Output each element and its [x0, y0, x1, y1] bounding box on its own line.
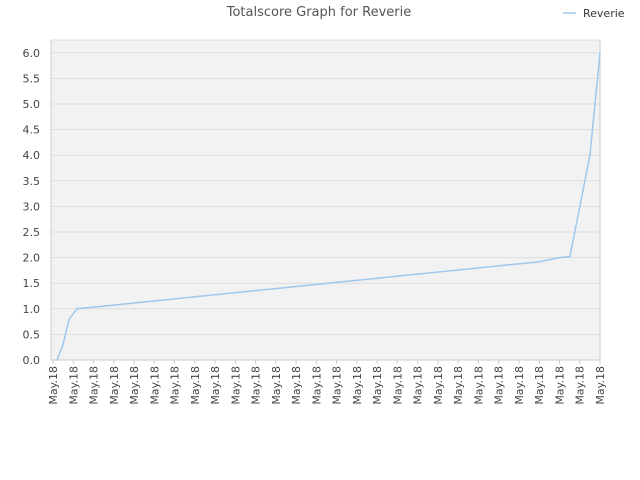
data-point	[136, 301, 139, 304]
x-tick-label: May.18	[412, 366, 425, 405]
x-tick-label: May.18	[108, 366, 121, 405]
x-tick-label: May.18	[351, 366, 364, 405]
x-tick-label: May.18	[452, 366, 465, 405]
data-point	[599, 52, 601, 54]
x-tick-label: May.18	[513, 366, 526, 405]
x-tick-label: May.18	[148, 366, 161, 405]
x-tick-label: May.18	[47, 366, 60, 405]
grid-band-light	[51, 78, 600, 104]
data-point	[156, 299, 159, 302]
data-point	[176, 297, 179, 300]
plot-area: 0.0 0.5 1.0 1.5 2.0 2.5 3.0 3.5 4.0 4.5 5.0 5.5 6.0 M…	[23, 39, 607, 405]
grid-band	[51, 155, 600, 181]
x-tick-label: May.18	[128, 366, 141, 405]
grid-band	[51, 52, 600, 79]
x-tick-label: May.18	[88, 366, 101, 405]
grid-band	[51, 257, 600, 284]
data-point	[217, 293, 219, 296]
grid-band	[51, 206, 600, 232]
x-tick-label: May.18	[553, 366, 566, 405]
data-point	[297, 285, 300, 288]
x-tick-label: May.18	[472, 366, 485, 405]
grid-band-light	[51, 283, 600, 309]
grid-band-light	[51, 232, 600, 258]
grid-band-light	[51, 180, 600, 207]
y-tick-label: 2.0	[23, 252, 41, 265]
legend-label: Reverie	[583, 7, 625, 20]
data-point	[438, 271, 440, 273]
data-point	[377, 277, 380, 279]
y-tick-label: 5.5	[23, 72, 41, 85]
data-point	[569, 255, 571, 258]
data-point	[398, 275, 400, 277]
x-tick-label: May.18	[290, 366, 303, 405]
data-point	[62, 343, 64, 346]
x-tick-label: May.18	[533, 366, 546, 405]
data-point	[96, 305, 99, 308]
series-line-reverie	[56, 52, 601, 361]
x-tick-label: May.18	[574, 366, 587, 405]
y-tick-label: 0.0	[23, 354, 41, 367]
legend: Reverie	[563, 7, 625, 20]
x-tick-label: May.18	[391, 366, 404, 405]
y-tick-label: 3.5	[23, 175, 41, 188]
y-tick-label: 1.5	[23, 277, 41, 290]
data-point	[498, 264, 501, 267]
data-point	[257, 289, 259, 292]
y-tick-label: 0.5	[23, 328, 41, 341]
y-tick-label: 3.0	[23, 200, 41, 213]
x-tick-label: May.18	[270, 366, 283, 405]
grid-band	[51, 104, 600, 130]
data-point	[68, 318, 70, 320]
data-point	[86, 306, 88, 309]
data-point	[337, 281, 340, 283]
grid-band-light	[51, 334, 600, 360]
data-point	[548, 258, 551, 261]
x-tick-label: May.18	[67, 366, 80, 405]
data-point	[418, 273, 420, 275]
x-tick-label: May.18	[169, 366, 182, 405]
data-point	[76, 308, 78, 310]
y-tick-label: 1.0	[23, 303, 41, 316]
y-tick-label: 4.5	[23, 124, 41, 137]
data-point	[196, 295, 199, 298]
data-point	[478, 267, 481, 269]
x-tick-label: May.18	[229, 366, 242, 405]
x-tick-label: May.18	[594, 366, 607, 405]
grid-band	[51, 308, 600, 335]
x-tick-label: May.18	[310, 366, 323, 405]
x-tick-label: May.18	[331, 366, 344, 405]
grid-band-light	[51, 40, 600, 53]
data-point	[357, 279, 360, 281]
x-tick-label: May.18	[493, 366, 506, 405]
chart-title: Totalscore Graph for Reverie	[226, 5, 412, 20]
y-tick-label: 6.0	[23, 47, 41, 60]
grid-band-light	[51, 129, 600, 156]
x-tick-label: May.18	[371, 366, 384, 405]
data-point	[518, 262, 521, 265]
data-point	[558, 256, 561, 259]
data-point	[589, 154, 591, 156]
data-point	[237, 291, 239, 294]
y-tick-label: 5.0	[23, 98, 41, 111]
y-tick-label: 4.0	[23, 149, 41, 162]
data-point	[317, 283, 320, 286]
x-tick-label: May.18	[189, 366, 202, 405]
data-point	[116, 303, 119, 306]
x-tick-label: May.18	[250, 366, 263, 405]
data-point	[458, 269, 461, 271]
x-tick-label: May.18	[209, 366, 222, 405]
data-point	[56, 359, 58, 361]
data-point	[277, 287, 280, 290]
data-point	[538, 260, 541, 263]
y-tick-label: 2.5	[23, 226, 41, 239]
data-point	[579, 205, 581, 208]
x-tick-label: May.18	[432, 366, 445, 405]
